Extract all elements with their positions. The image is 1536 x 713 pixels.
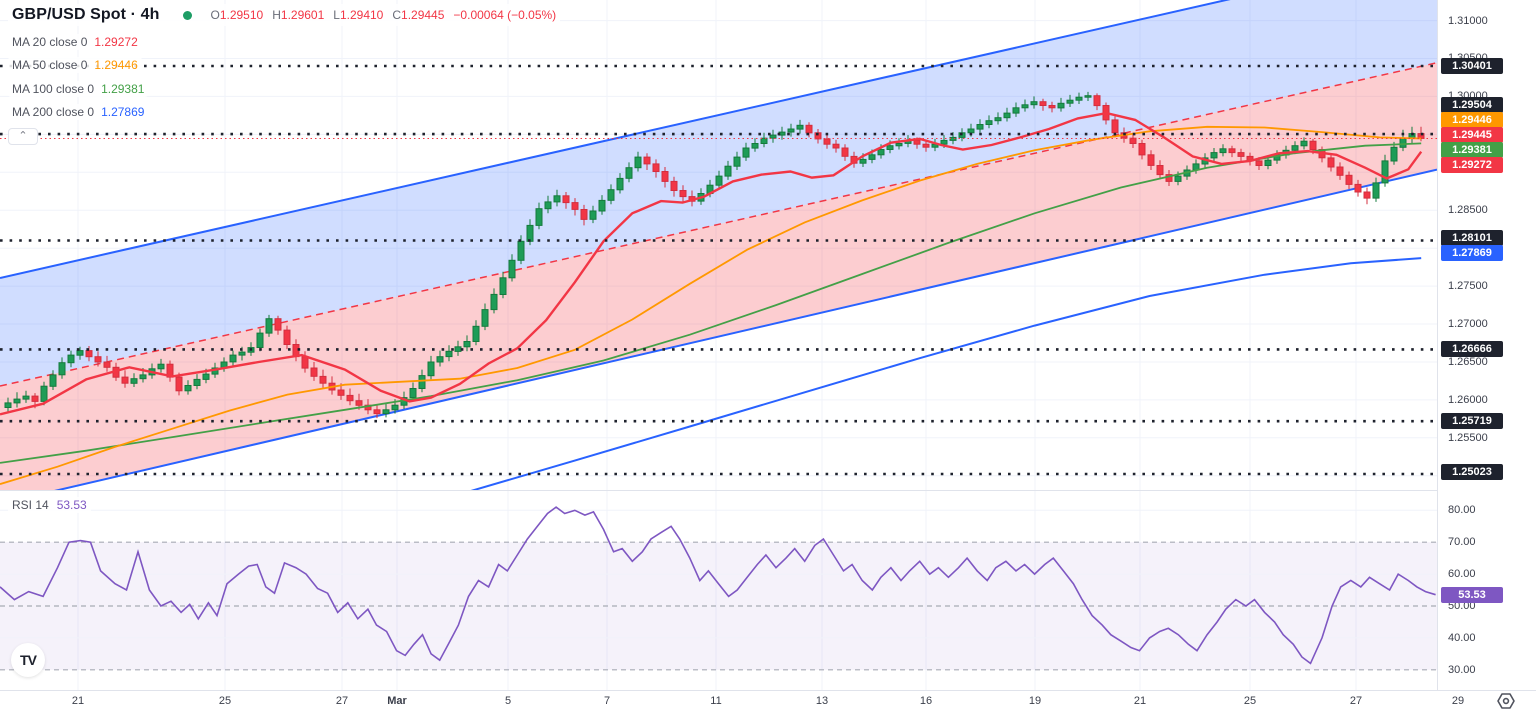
indicator-legend-row[interactable]: MA 200 close 0 1.27869	[8, 104, 149, 120]
time-axis-settings-icon[interactable]	[1496, 692, 1516, 710]
high-value: 1.29601	[280, 8, 325, 22]
change-value: −0.00064 (−0.05%)	[453, 8, 557, 22]
price-axis-label: 1.26500	[1448, 355, 1488, 368]
indicator-value: 1.29272	[94, 34, 138, 49]
price-badge: 1.27869	[1441, 245, 1503, 261]
price-badge: 1.30401	[1441, 58, 1503, 74]
indicator-label: MA 100 close 0	[12, 81, 95, 96]
indicator-legend-row[interactable]: MA 20 close 0 1.29272	[8, 33, 142, 50]
indicator-legend-list: MA 20 close 0 1.29272 MA 50 close 0 1.29446…	[8, 33, 560, 120]
price-axis[interactable]: 1.310001.305001.300001.285001.275001.270…	[1438, 0, 1536, 690]
close-label: C	[392, 8, 402, 22]
chart-legend: GBP/USD Spot · 4h O1.29510 H1.29601 L1.2…	[8, 4, 561, 145]
rsi-axis-label: 70.00	[1448, 536, 1476, 549]
rsi-axis-label: 50.00	[1448, 600, 1476, 612]
indicator-value: 1.29381	[101, 81, 145, 96]
rsi-axis-label: 60.00	[1448, 568, 1476, 581]
price-badge: 1.29445	[1441, 127, 1503, 143]
price-badge: 1.25719	[1441, 413, 1503, 429]
time-axis-label: 21	[1133, 695, 1147, 707]
open-value: 1.29510	[219, 8, 264, 22]
indicator-value: 1.29446	[94, 58, 138, 72]
rsi-axis-label: 80.00	[1448, 504, 1476, 517]
price-axis-label: 1.28500	[1448, 204, 1488, 217]
symbol-title[interactable]: GBP/USD Spot · 4h	[12, 6, 160, 23]
price-badge: 1.25023	[1441, 464, 1503, 480]
price-axis-label: 1.25500	[1448, 431, 1488, 444]
price-badge: 1.29446	[1441, 112, 1503, 128]
price-axis-label: 1.31000	[1448, 14, 1488, 27]
indicator-value: 1.27869	[101, 105, 145, 119]
price-badge: 1.28101	[1441, 230, 1503, 246]
rsi-chart-canvas[interactable]	[0, 490, 1437, 690]
close-value: 1.29445	[401, 8, 445, 22]
price-axis-label: 1.27500	[1448, 280, 1488, 293]
price-badge: 1.29272	[1441, 157, 1503, 173]
open-label: O	[210, 8, 220, 22]
time-axis-label: 25	[1243, 695, 1257, 707]
high-label: H	[272, 8, 281, 22]
rsi-axis-label: 40.00	[1448, 631, 1476, 644]
time-axis-label: Mar	[387, 695, 407, 707]
ohlc-readout: O1.29510 H1.29601 L1.29410 C1.29445 −0.0…	[210, 8, 556, 22]
tradingview-logo-icon[interactable]: TV	[11, 643, 45, 677]
collapse-legend-button[interactable]: ⌃	[8, 128, 38, 145]
time-axis-label: 25	[218, 695, 232, 707]
time-axis-label: 5	[504, 695, 512, 707]
price-axis-label: 1.26000	[1448, 393, 1488, 406]
time-axis-label: 13	[815, 695, 829, 707]
time-axis-label: 29	[1451, 695, 1465, 707]
time-axis-label: 19	[1028, 695, 1042, 707]
time-axis-label: 27	[1349, 695, 1363, 707]
price-axis-border	[1437, 0, 1438, 690]
indicator-legend-row[interactable]: MA 50 close 0 1.29446	[8, 57, 142, 73]
indicator-legend-row[interactable]: MA 100 close 0 1.29381	[8, 80, 149, 97]
time-axis-label: 7	[603, 695, 611, 707]
rsi-legend-row[interactable]: RSI 14 53.53	[8, 497, 91, 513]
price-badge: 1.29381	[1441, 142, 1503, 158]
rsi-axis-label: 30.00	[1448, 663, 1476, 676]
time-axis-label: 11	[710, 695, 722, 707]
axis-separator	[0, 690, 1536, 691]
indicator-label: MA 20 close 0	[12, 34, 88, 49]
price-axis-label: 1.27000	[1448, 318, 1488, 331]
time-axis-label: 21	[71, 695, 85, 707]
time-axis[interactable]: 21 25 27 Mar 5 7 11 13 16 19 21 25 27 29	[0, 691, 1536, 713]
price-badge: 1.29504	[1441, 97, 1503, 113]
price-badge: 1.26666	[1441, 341, 1503, 357]
indicator-label: MA 200 close 0	[12, 105, 95, 119]
indicator-label: MA 50 close 0	[12, 58, 88, 72]
time-axis-label: 27	[335, 695, 349, 707]
price-badge: 53.53	[1441, 587, 1503, 603]
low-label: L	[333, 8, 340, 22]
price-chart-canvas[interactable]	[0, 0, 1437, 490]
low-value: 1.29410	[339, 8, 384, 22]
time-axis-label: 16	[919, 695, 933, 707]
pane-separator[interactable]	[0, 490, 1536, 491]
rsi-value: 53.53	[56, 498, 87, 512]
symbol-title-row[interactable]: GBP/USD Spot · 4h O1.29510 H1.29601 L1.2…	[8, 4, 561, 26]
market-open-dot-icon	[183, 10, 193, 20]
rsi-label: RSI 14	[12, 498, 49, 512]
